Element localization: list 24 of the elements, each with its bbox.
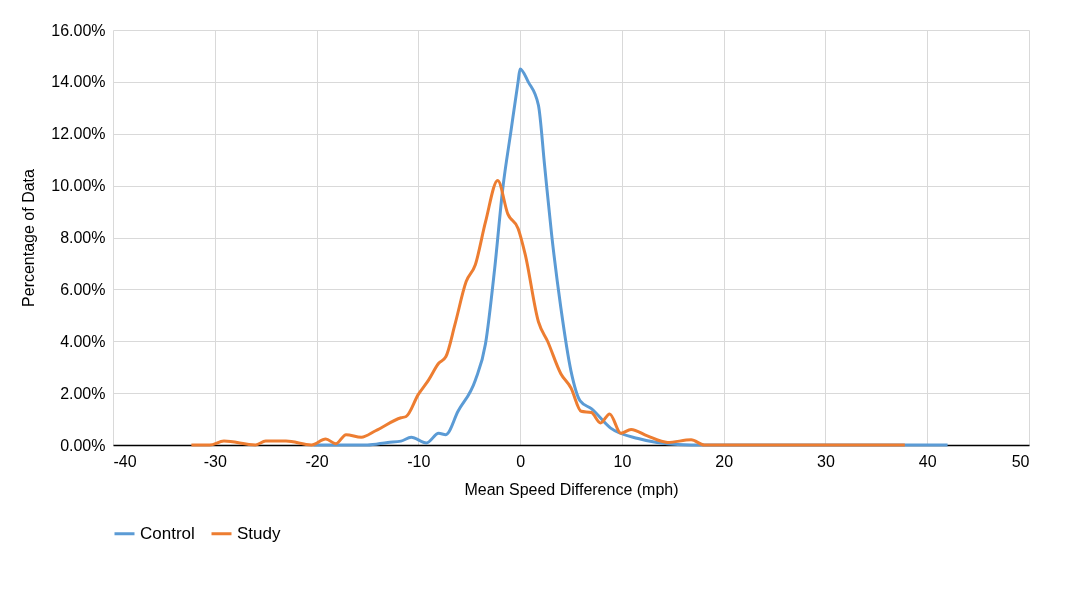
- x-tick-label: 20: [715, 452, 734, 470]
- x-tick-label: -30: [203, 452, 227, 470]
- y-tick-label: 6.00%: [60, 280, 106, 298]
- x-tick-label: 40: [918, 452, 937, 470]
- x-tick-label: 10: [613, 452, 632, 470]
- x-tick-label: 50: [1011, 452, 1030, 470]
- y-tick-label: 8.00%: [60, 229, 106, 246]
- legend-label: Control: [140, 523, 195, 543]
- line-series: [189, 178, 907, 447]
- x-tick-label: -40: [113, 452, 137, 470]
- x-tick-label: 30: [817, 452, 835, 470]
- x-tick-label: -10: [407, 452, 431, 470]
- y-tick-label: 12.00%: [51, 125, 106, 143]
- x-tick-label: 0: [516, 452, 526, 470]
- y-tick-label: 2.00%: [60, 384, 106, 402]
- x-axis-title: Mean Speed Difference (mph): [464, 480, 679, 498]
- y-axis-title: Percentage of Data: [20, 168, 38, 307]
- y-tick-label: 10.00%: [51, 177, 106, 195]
- y-tick-label: 16.00%: [51, 21, 106, 39]
- y-tick-label: 14.00%: [51, 73, 106, 91]
- legend-label: Study: [237, 523, 281, 543]
- y-tick-label: 4.00%: [60, 332, 106, 350]
- y-tick-label: 0.00%: [60, 436, 106, 454]
- x-tick-label: -20: [305, 452, 329, 470]
